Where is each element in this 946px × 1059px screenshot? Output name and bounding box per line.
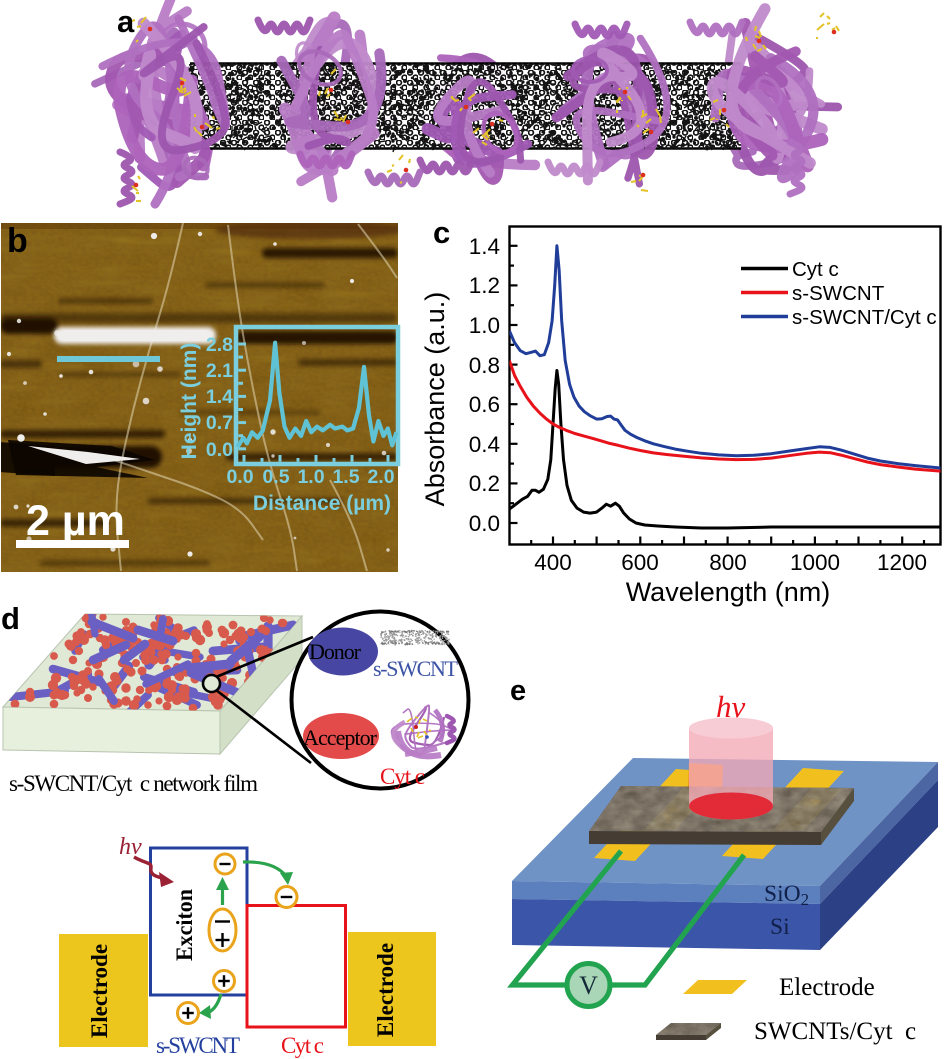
svg-text:s-SWCNT: s-SWCNT <box>373 656 459 681</box>
svg-text:Absorbance (a.u.): Absorbance (a.u.) <box>420 292 450 507</box>
svg-text:400: 400 <box>534 550 572 575</box>
svg-text:Si: Si <box>770 914 790 940</box>
svg-text:0.8: 0.8 <box>469 353 500 378</box>
svg-text:0.6: 0.6 <box>469 392 500 417</box>
svg-text:s-SWCNT: s-SWCNT <box>792 282 885 305</box>
svg-text:hν: hν <box>716 689 746 724</box>
svg-text:2.1: 2.1 <box>206 360 233 382</box>
svg-text:2 µm: 2 µm <box>26 497 125 545</box>
svg-text:0.0: 0.0 <box>226 466 253 488</box>
svg-text:Wavelength (nm): Wavelength (nm) <box>626 577 831 607</box>
svg-text:c: c <box>433 215 450 250</box>
svg-text:2.0: 2.0 <box>367 466 394 488</box>
svg-text:Distance (µm): Distance (µm) <box>253 492 391 515</box>
svg-text:1.4: 1.4 <box>206 386 233 408</box>
svg-text:Acceptor: Acceptor <box>303 725 378 750</box>
svg-text:e: e <box>510 675 526 707</box>
svg-text:V: V <box>579 971 598 1000</box>
svg-text:1.4: 1.4 <box>469 234 500 259</box>
svg-text:1.5: 1.5 <box>332 466 359 488</box>
svg-text:0.7: 0.7 <box>206 412 233 434</box>
svg-text:s-SWCNT/Cyt c network film: s-SWCNT/Cyt c network film <box>9 771 258 796</box>
svg-text:s-SWCNT/Cyt c: s-SWCNT/Cyt c <box>792 306 937 329</box>
svg-text:1.0: 1.0 <box>469 313 500 338</box>
svg-text:Cyt c: Cyt c <box>380 764 425 789</box>
svg-text:1.0: 1.0 <box>297 466 324 488</box>
svg-text:Electrode: Electrode <box>373 943 398 1037</box>
svg-text:600: 600 <box>621 550 659 575</box>
svg-text:Exciton: Exciton <box>172 889 197 961</box>
svg-text:hν: hν <box>119 834 142 860</box>
svg-text:0.5: 0.5 <box>262 466 289 488</box>
svg-text:0.4: 0.4 <box>469 432 500 457</box>
svg-text:Electrode: Electrode <box>779 974 875 1001</box>
svg-text:s-SWCNT: s-SWCNT <box>156 1033 240 1058</box>
svg-text:1000: 1000 <box>790 550 840 575</box>
svg-text:Cyt c: Cyt c <box>281 1033 324 1058</box>
svg-text:2.8: 2.8 <box>206 334 233 356</box>
svg-text:d: d <box>1 601 20 636</box>
svg-text:0.2: 0.2 <box>469 471 500 496</box>
svg-text:Electrode: Electrode <box>87 944 112 1038</box>
svg-text:0.0: 0.0 <box>469 511 500 536</box>
svg-text:1.2: 1.2 <box>469 273 500 298</box>
svg-text:800: 800 <box>709 550 747 575</box>
svg-text:b: b <box>7 222 28 260</box>
svg-text:SWCNTs/Cyt c: SWCNTs/Cyt c <box>754 1018 916 1045</box>
svg-text:Cyt c: Cyt c <box>792 258 839 281</box>
svg-text:0.0: 0.0 <box>206 439 233 461</box>
svg-text:1200: 1200 <box>877 550 927 575</box>
svg-text:Donor: Donor <box>309 639 362 664</box>
svg-text:Height (nm): Height (nm) <box>178 343 201 460</box>
svg-text:a: a <box>117 4 135 39</box>
